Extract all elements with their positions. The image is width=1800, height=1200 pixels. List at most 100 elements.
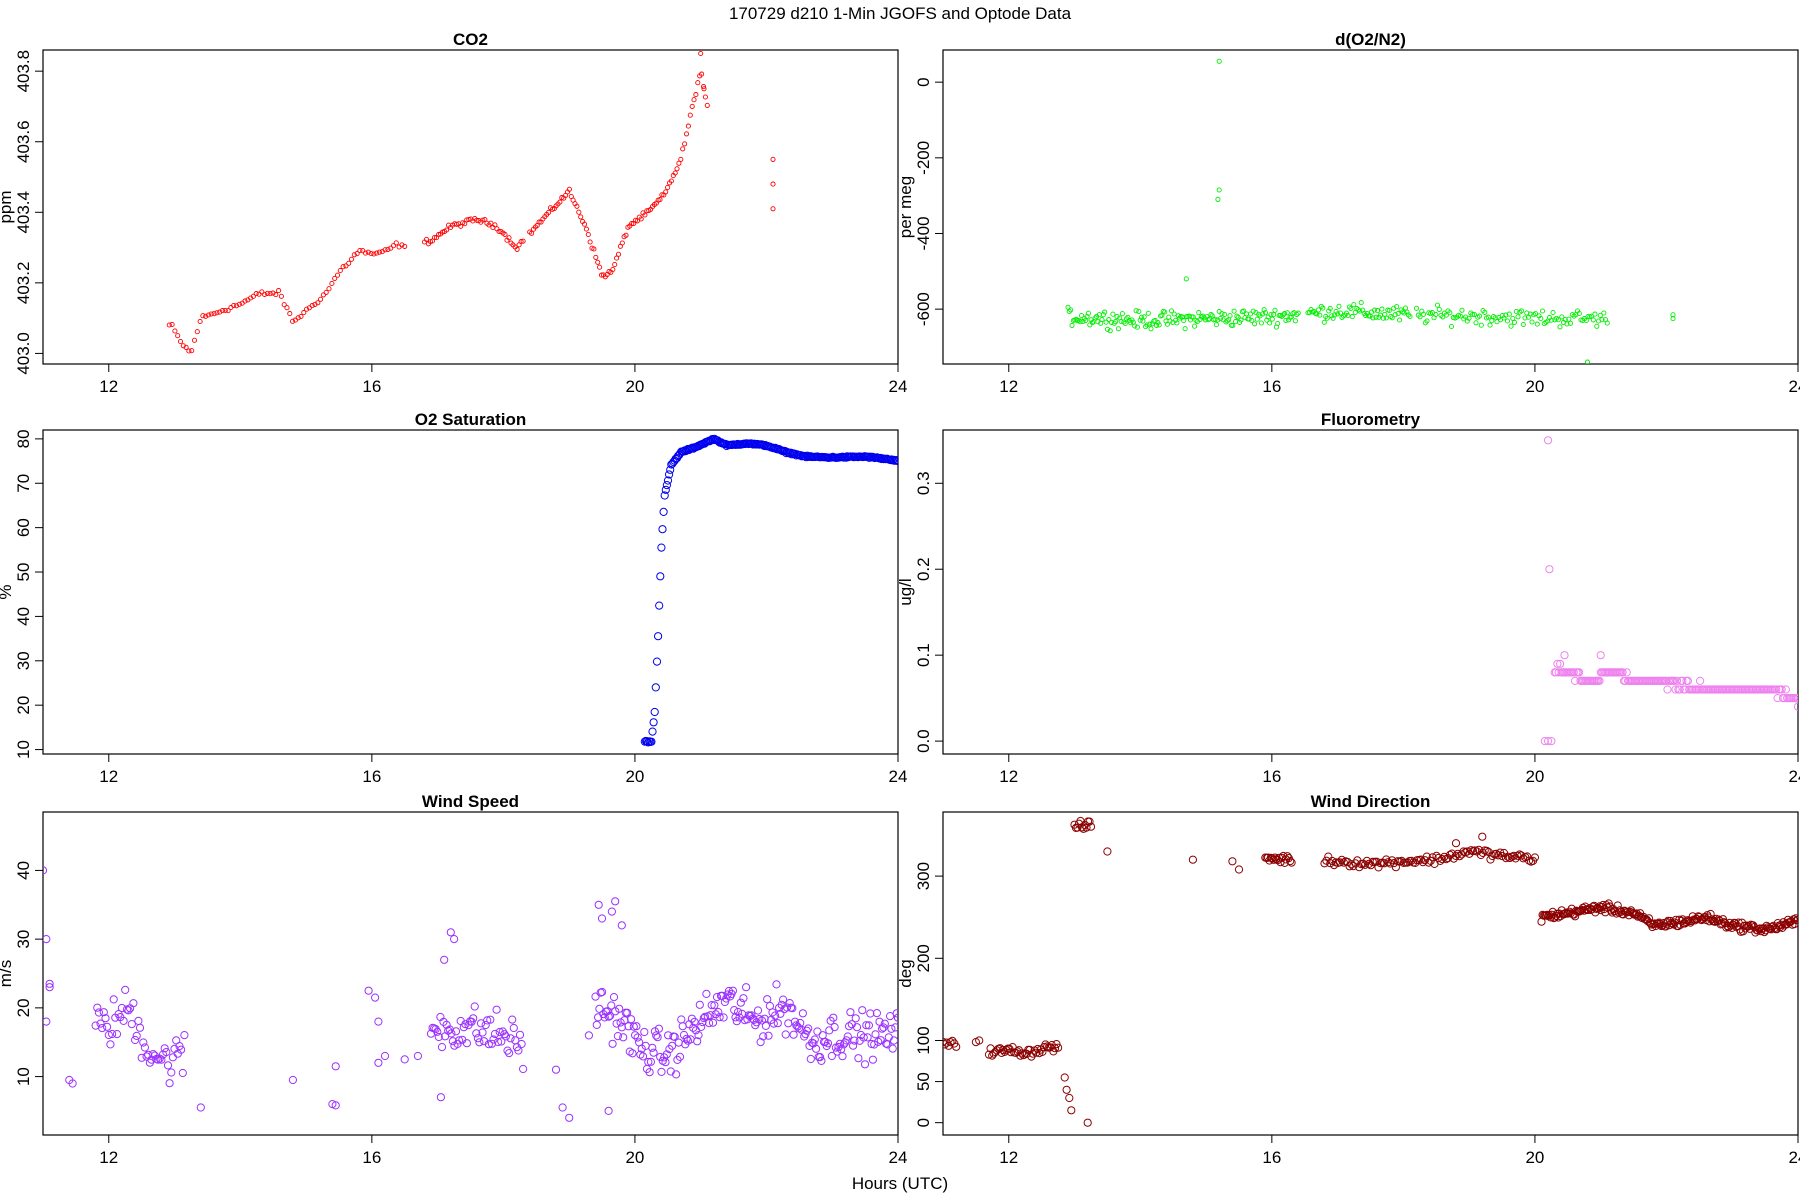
- data-point: [208, 311, 214, 317]
- data-point: [680, 146, 686, 152]
- data-point: [1553, 659, 1562, 668]
- y-tick-label: 10: [14, 740, 33, 759]
- data-point: [893, 457, 898, 466]
- data-point: [1351, 302, 1357, 308]
- data-point: [354, 251, 360, 257]
- data-point: [364, 986, 373, 995]
- data-point: [695, 80, 701, 86]
- data-point: [1320, 305, 1326, 311]
- data-point: [484, 1040, 493, 1049]
- data-point: [1337, 855, 1346, 865]
- data-point: [1017, 1049, 1027, 1058]
- data-point: [1567, 320, 1574, 326]
- panel-wind-direction: Wind Direction deg 12 16 20 24 0 50 100 200 300: [896, 792, 1800, 1167]
- data-point: [584, 1031, 594, 1040]
- data-point: [1279, 313, 1285, 319]
- data-points: [43, 866, 898, 1122]
- y-axis-label: per meg: [896, 176, 915, 238]
- data-point: [1670, 316, 1676, 322]
- data-point: [771, 443, 780, 452]
- y-tick-label: 40: [14, 607, 33, 626]
- data-point: [43, 1017, 51, 1026]
- data-point: [646, 1057, 656, 1066]
- data-point: [365, 249, 371, 255]
- x-tick-label: 20: [625, 767, 644, 786]
- data-point: [707, 1001, 716, 1010]
- data-point: [593, 254, 599, 260]
- data-point: [450, 935, 459, 944]
- data-point: [1167, 318, 1173, 324]
- data-point: [617, 921, 626, 930]
- data-point: [374, 250, 380, 256]
- data-point: [121, 985, 130, 995]
- x-tick-label: 20: [1525, 377, 1544, 396]
- x-tick-label: 12: [999, 377, 1018, 396]
- data-point: [714, 1008, 723, 1017]
- data-point: [326, 286, 332, 292]
- plot-frame: [942, 49, 1799, 365]
- data-point: [167, 1068, 176, 1077]
- data-point: [437, 1043, 447, 1052]
- data-point: [663, 189, 669, 195]
- data-point: [877, 454, 886, 464]
- data-point: [663, 476, 673, 485]
- data-point: [702, 989, 711, 999]
- data-point: [1336, 303, 1342, 309]
- data-point: [200, 313, 206, 319]
- data-point: [500, 1030, 509, 1039]
- data-point: [1424, 318, 1430, 324]
- data-point: [700, 84, 707, 90]
- data-point: [1569, 668, 1578, 677]
- data-point: [96, 1019, 105, 1028]
- data-point: [1077, 319, 1083, 325]
- data-point: [1215, 317, 1221, 323]
- data-point: [469, 1014, 478, 1023]
- data-point: [186, 348, 192, 354]
- data-point: [574, 203, 580, 209]
- data-point: [1420, 311, 1427, 317]
- data-point: [1518, 308, 1525, 314]
- data-point: [640, 1027, 649, 1037]
- data-point: [1560, 909, 1570, 918]
- data-point: [775, 1003, 784, 1012]
- data-point: [371, 993, 380, 1002]
- data-point: [731, 1013, 740, 1022]
- data-point: [1675, 685, 1684, 694]
- data-point: [1267, 320, 1273, 326]
- data-point: [1599, 317, 1605, 323]
- data-point: [1269, 316, 1275, 322]
- data-point: [1216, 58, 1222, 64]
- y-tick-label: 403.2: [14, 262, 33, 305]
- data-point: [851, 1014, 860, 1023]
- data-point: [1246, 316, 1252, 322]
- data-point: [1050, 1044, 1060, 1053]
- data-point: [362, 250, 369, 256]
- data-point: [817, 1056, 826, 1066]
- data-point: [1687, 916, 1696, 926]
- data-point: [893, 1013, 898, 1022]
- data-point: [1487, 322, 1493, 328]
- data-point: [1564, 321, 1570, 327]
- data-point: [773, 1019, 782, 1028]
- x-tick-label: 12: [99, 767, 118, 786]
- data-point: [334, 272, 341, 278]
- data-point: [633, 1033, 642, 1042]
- data-point: [659, 507, 668, 516]
- data-point: [1681, 917, 1691, 927]
- data-point: [1471, 311, 1477, 317]
- y-axis-label: %: [0, 584, 15, 599]
- data-point: [514, 1046, 523, 1055]
- data-point: [1544, 737, 1553, 746]
- data-point: [734, 1007, 743, 1017]
- data-point: [597, 914, 607, 923]
- data-point: [698, 1018, 707, 1027]
- data-point: [1357, 308, 1363, 314]
- data-point: [1213, 322, 1219, 328]
- x-tick-label: 16: [1262, 377, 1281, 396]
- data-point: [43, 935, 51, 944]
- data-point: [631, 1031, 640, 1040]
- data-point: [1530, 853, 1540, 862]
- data-point: [685, 123, 691, 129]
- data-point: [371, 251, 377, 257]
- data-point: [1424, 858, 1433, 867]
